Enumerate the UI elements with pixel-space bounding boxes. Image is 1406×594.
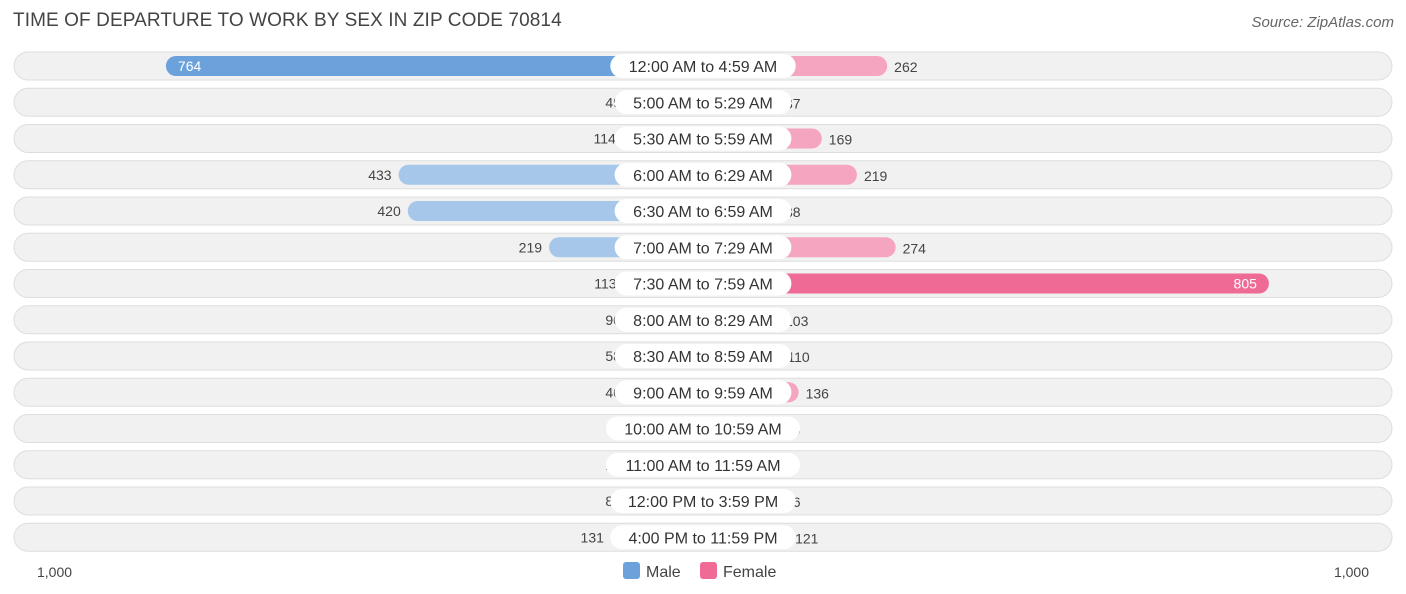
female-value-label: 136 xyxy=(806,385,830,401)
female-bar xyxy=(703,273,1269,294)
category-pill xyxy=(610,54,796,78)
legend-label-female: Female xyxy=(723,564,776,581)
male-value-label: 764 xyxy=(178,58,202,74)
female-value-label: 274 xyxy=(903,240,927,256)
category-label: 7:30 AM to 7:59 AM xyxy=(633,277,773,294)
male-value-label: 131 xyxy=(581,529,605,545)
chart-title: TIME OF DEPARTURE TO WORK BY SEX IN ZIP … xyxy=(13,10,562,31)
category-label: 5:30 AM to 5:59 AM xyxy=(633,132,773,149)
category-label: 6:00 AM to 6:29 AM xyxy=(633,168,773,185)
category-pill xyxy=(614,271,792,296)
female-value-label: 805 xyxy=(1234,276,1258,292)
female-value-label: 169 xyxy=(829,132,853,148)
female-value-label: 219 xyxy=(864,168,888,184)
female-value-label: 121 xyxy=(795,530,819,546)
category-label: 8:00 AM to 8:29 AM xyxy=(633,313,773,330)
category-label: 4:00 PM to 11:59 PM xyxy=(628,530,777,547)
category-label: 9:00 AM to 9:59 AM xyxy=(633,385,773,402)
axis-left-label: 1,000 xyxy=(37,564,72,580)
male-value-label: 219 xyxy=(519,239,543,255)
category-pill xyxy=(614,199,792,223)
male-bar xyxy=(165,56,703,76)
male-value-label: 114 xyxy=(594,131,617,147)
category-label: 10:00 AM to 10:59 AM xyxy=(624,422,781,439)
category-pill xyxy=(614,344,792,368)
category-pill xyxy=(610,525,796,550)
female-value-label: 262 xyxy=(894,59,918,75)
legend-label-male: Male xyxy=(646,564,681,581)
category-pill xyxy=(614,380,792,405)
category-pill xyxy=(614,307,792,332)
legend-swatch-male xyxy=(623,562,640,579)
male-value-label: 113 xyxy=(594,276,617,292)
category-label: 11:00 AM to 11:59 AM xyxy=(625,458,780,475)
category-pill xyxy=(614,90,792,115)
legend-swatch-female xyxy=(700,562,717,579)
female-value-label: 110 xyxy=(787,349,810,365)
category-label: 12:00 AM to 4:59 AM xyxy=(629,59,778,76)
category-label: 7:00 AM to 7:29 AM xyxy=(633,240,773,257)
category-label: 8:30 AM to 8:59 AM xyxy=(633,349,773,366)
male-value-label: 433 xyxy=(368,167,392,183)
category-pill xyxy=(614,162,792,187)
category-pill xyxy=(614,126,792,151)
category-pill xyxy=(606,416,800,441)
category-pill xyxy=(606,452,800,477)
axis-right-label: 1,000 xyxy=(1334,564,1369,580)
category-pill xyxy=(614,235,792,260)
category-label: 6:30 AM to 6:59 AM xyxy=(633,204,773,221)
category-label: 5:00 AM to 5:29 AM xyxy=(633,95,773,112)
category-label: 12:00 PM to 3:59 PM xyxy=(628,494,778,511)
category-pill xyxy=(610,489,796,513)
male-value-label: 420 xyxy=(377,203,401,219)
source-label: Source: ZipAtlas.com xyxy=(1251,14,1394,31)
